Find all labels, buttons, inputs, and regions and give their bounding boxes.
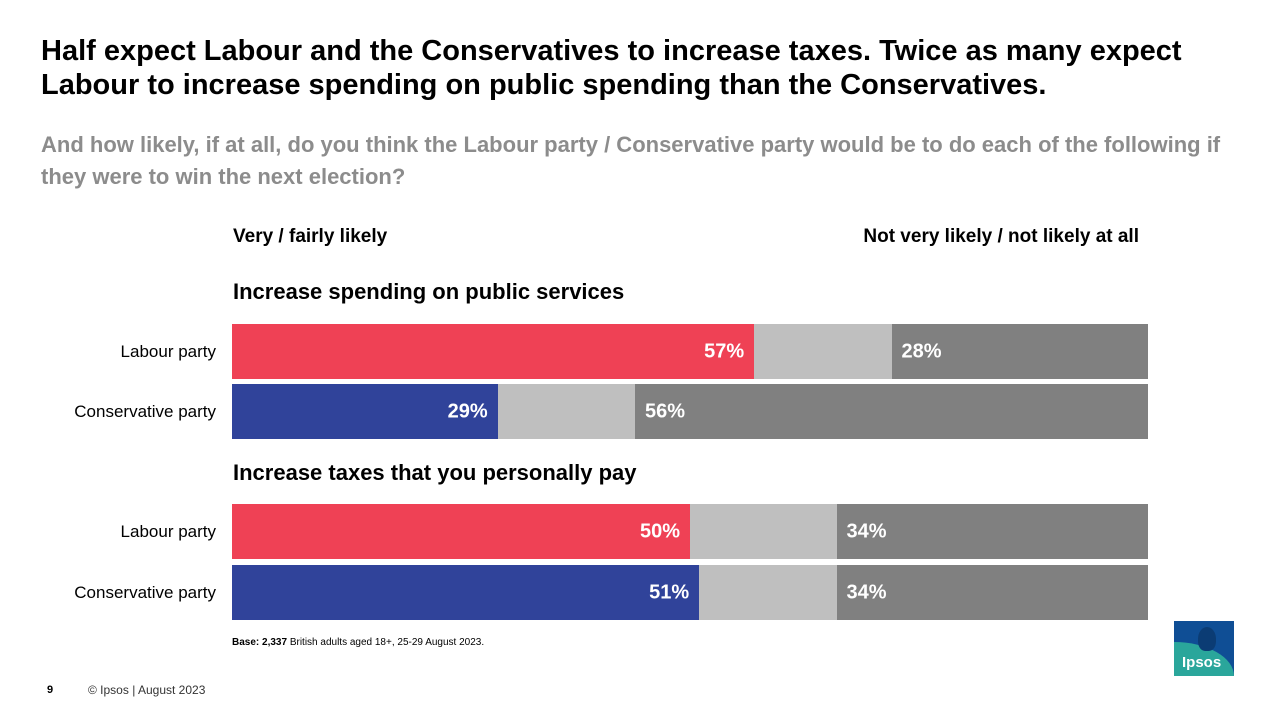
- bar-segment-unlikely: 34%: [836, 504, 1148, 559]
- data-label-unlikely: 28%: [901, 340, 942, 362]
- footer-copyright: © Ipsos | August 2023: [88, 683, 206, 697]
- bar-segment-middle: [754, 324, 892, 379]
- legend-likely: Very / fairly likely: [233, 226, 388, 247]
- row-label-spending-conservative: Conservative party: [74, 402, 216, 421]
- group-title-taxes: Increase taxes that you personally pay: [233, 460, 637, 485]
- base-note-rest: British adults aged 18+, 25-29 August 20…: [287, 637, 485, 648]
- bar-segment-likely: 57%: [232, 324, 755, 379]
- data-label-unlikely: 56%: [645, 400, 686, 422]
- page-number: 9: [47, 684, 54, 696]
- bar-segment-unlikely: 56%: [635, 384, 1148, 439]
- bar-segment-likely: 29%: [232, 384, 498, 439]
- base-note: Base: 2,337 British adults aged 18+, 25-…: [232, 637, 484, 648]
- data-label-unlikely: 34%: [846, 581, 887, 603]
- bar-segment-likely: 50%: [232, 504, 690, 559]
- slide-subtitle: And how likely, if at all, do you think …: [41, 132, 1221, 189]
- logo-text: Ipsos: [1182, 654, 1222, 671]
- row-label-taxes-labour: Labour party: [120, 522, 216, 541]
- bar-segment-likely: 51%: [232, 565, 700, 620]
- bar-taxes-labour: 50% 34%: [232, 504, 1148, 559]
- logo-head-icon: [1198, 627, 1216, 651]
- group-title-spending: Increase spending on public services: [233, 279, 625, 304]
- bar-segment-unlikely: 28%: [891, 324, 1148, 379]
- ipsos-logo: Ipsos: [1174, 621, 1234, 676]
- row-label-taxes-conservative: Conservative party: [74, 583, 216, 602]
- base-note-bold: Base: 2,337: [232, 637, 288, 648]
- bar-spending-conservative: 29% 56%: [232, 384, 1148, 439]
- bar-segment-middle: [699, 565, 837, 620]
- data-label-likely: 57%: [704, 340, 745, 362]
- data-label-unlikely: 34%: [846, 520, 887, 542]
- legend-unlikely: Not very likely / not likely at all: [863, 226, 1139, 247]
- data-label-likely: 50%: [639, 520, 680, 542]
- data-label-likely: 51%: [649, 581, 690, 603]
- bar-segment-middle: [497, 384, 636, 439]
- row-label-spending-labour: Labour party: [120, 342, 216, 361]
- bar-spending-labour: 57% 28%: [232, 324, 1148, 379]
- slide-title: Half expect Labour and the Conservatives…: [41, 35, 1182, 101]
- bar-segment-middle: [690, 504, 837, 559]
- data-label-likely: 29%: [447, 400, 488, 422]
- bar-taxes-conservative: 51% 34%: [232, 565, 1148, 620]
- bar-segment-unlikely: 34%: [836, 565, 1148, 620]
